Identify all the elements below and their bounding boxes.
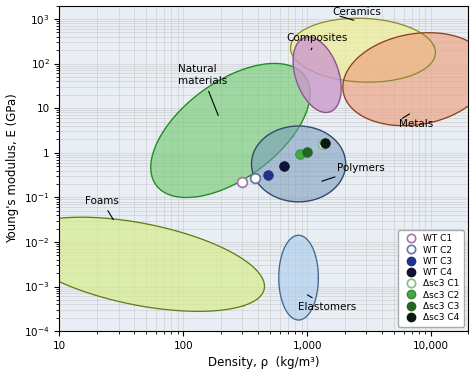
Polygon shape (151, 63, 310, 198)
Polygon shape (252, 126, 346, 202)
Polygon shape (16, 217, 264, 311)
Y-axis label: Young's modulus, E (GPa): Young's modulus, E (GPa) (6, 93, 18, 243)
Text: Elastomers: Elastomers (299, 295, 357, 312)
X-axis label: Density, ρ  (kg/m³): Density, ρ (kg/m³) (208, 357, 319, 369)
Text: Metals: Metals (399, 118, 433, 129)
Legend: WT C1, WT C2, WT C3, WT C4, Δsc3 C1, Δsc3 C2, Δsc3 C3, Δsc3 C4: WT C1, WT C2, WT C3, WT C4, Δsc3 C1, Δsc… (398, 230, 464, 327)
Text: Natural
materials: Natural materials (178, 64, 227, 116)
Text: Polymers: Polymers (322, 163, 385, 181)
Polygon shape (343, 33, 474, 126)
Text: Ceramics: Ceramics (333, 8, 382, 18)
Text: Foams: Foams (85, 195, 118, 220)
Polygon shape (291, 18, 436, 82)
Polygon shape (293, 37, 341, 112)
Polygon shape (279, 235, 319, 320)
Text: Composites: Composites (286, 33, 348, 50)
